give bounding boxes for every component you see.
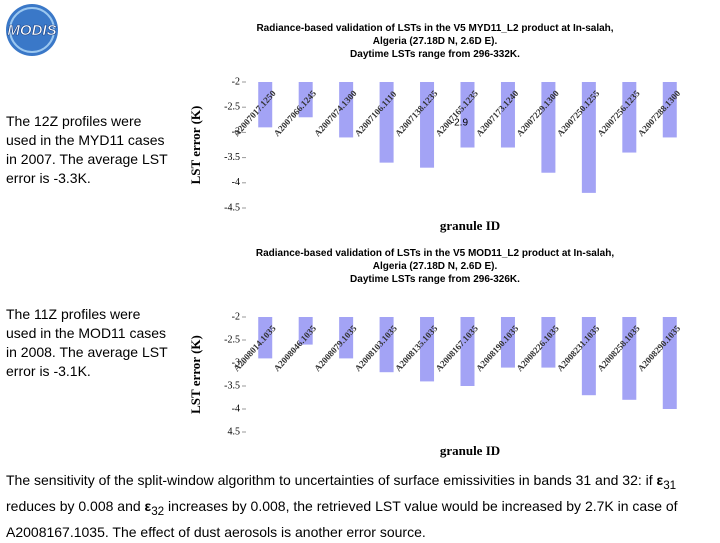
bar bbox=[500, 82, 515, 148]
footer-text: The sensitivity of the split-window algo… bbox=[6, 470, 716, 543]
y-axis-title: LST error (K) bbox=[188, 106, 203, 185]
annotation: -2.9 bbox=[451, 117, 469, 128]
footer-text: increases by 0.008, the retrieved LST va… bbox=[6, 497, 678, 540]
bar bbox=[581, 317, 596, 396]
y-tick-label: -2 bbox=[232, 311, 240, 322]
bar bbox=[258, 82, 273, 128]
side-note: The 11Z profiles were used in the MOD11 … bbox=[6, 306, 168, 379]
chart-title: Radiance-based validation of LSTs in the… bbox=[256, 248, 614, 259]
bar bbox=[662, 82, 677, 138]
bar bbox=[500, 317, 515, 368]
bar bbox=[258, 317, 273, 359]
bar bbox=[460, 82, 475, 148]
chart-title: Algeria (27.18D N, 2.6D E). bbox=[373, 261, 498, 272]
side-note: The 12Z profiles were used in the MYD11 … bbox=[6, 113, 168, 186]
bar bbox=[339, 82, 354, 138]
subscript: 32 bbox=[151, 504, 165, 518]
bar bbox=[622, 317, 637, 400]
symbol: ε bbox=[656, 472, 664, 488]
x-axis-title: granule ID bbox=[440, 443, 500, 458]
y-tick-label: -3.5 bbox=[224, 152, 240, 163]
bar bbox=[420, 317, 435, 382]
y-tick-label: -4 bbox=[232, 177, 240, 188]
bar bbox=[541, 82, 556, 173]
y-tick-label: -3 bbox=[232, 357, 240, 368]
y-tick-label: -2.5 bbox=[224, 101, 240, 112]
footer-text: reduces by 0.008 and bbox=[6, 497, 145, 514]
chart-title: Daytime LSTs range from 296-332K. bbox=[350, 49, 520, 60]
bar bbox=[460, 317, 475, 386]
y-tick-label: 4.5 bbox=[228, 426, 241, 437]
y-axis-title: LST error (K) bbox=[188, 335, 203, 414]
logo-text: MODIS bbox=[7, 22, 56, 39]
bar bbox=[379, 317, 394, 373]
chart-title: Daytime LSTs range from 296-326K. bbox=[350, 274, 520, 285]
logo: MODIS bbox=[6, 4, 58, 56]
chart-title: Algeria (27.18D N, 2.6D E). bbox=[373, 36, 498, 47]
bar bbox=[298, 82, 313, 118]
y-tick-label: -2.5 bbox=[224, 334, 240, 345]
bar bbox=[420, 82, 435, 168]
logo-globe bbox=[6, 4, 58, 56]
x-tick-label: A2008046.1035 bbox=[272, 323, 319, 373]
bar bbox=[298, 317, 313, 345]
logo-ring bbox=[9, 7, 55, 53]
charts: MODIS Radiance-based validation of LSTs … bbox=[6, 4, 683, 458]
footer-text: The sensitivity of the split-window algo… bbox=[6, 472, 657, 488]
subscript: 31 bbox=[663, 478, 677, 492]
y-tick-label: -3 bbox=[232, 127, 240, 138]
x-axis-title: granule ID bbox=[440, 218, 500, 233]
bar bbox=[541, 317, 556, 368]
y-tick-label: -4.5 bbox=[224, 202, 240, 213]
y-tick-label: -4 bbox=[232, 403, 240, 414]
chart-title: Radiance-based validation of LSTs in the… bbox=[256, 23, 613, 34]
bar bbox=[339, 317, 354, 359]
y-tick-label: -2 bbox=[232, 76, 240, 87]
bar bbox=[581, 82, 596, 193]
symbol: ε bbox=[144, 497, 152, 514]
bar bbox=[379, 82, 394, 163]
bar bbox=[622, 82, 637, 153]
bar bbox=[662, 317, 677, 409]
y-tick-label: -3.5 bbox=[224, 380, 240, 391]
